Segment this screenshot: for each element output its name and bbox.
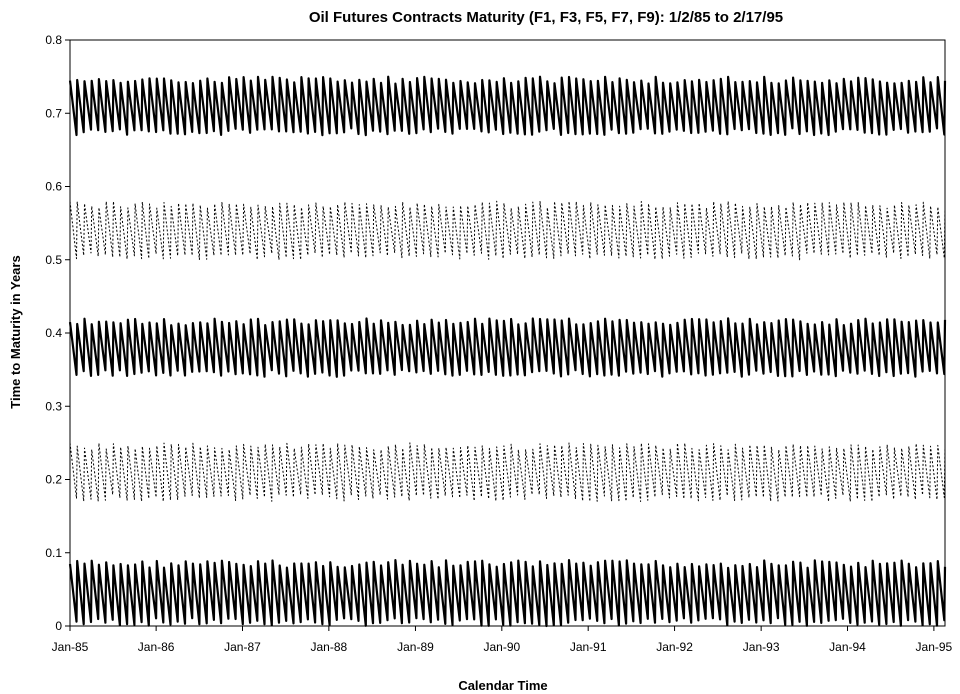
x-tick-label: Jan-91 xyxy=(570,640,607,654)
series-line xyxy=(69,442,946,502)
plot-frame xyxy=(69,39,946,627)
x-tick-label: Jan-95 xyxy=(916,640,953,654)
y-tick-label: 0 xyxy=(55,619,62,633)
x-tick-label: Jan-90 xyxy=(483,640,520,654)
x-tick-label: Jan-92 xyxy=(656,640,693,654)
y-tick-label: 0.4 xyxy=(45,326,62,340)
x-tick-label: Jan-89 xyxy=(397,640,434,654)
x-tick-label: Jan-93 xyxy=(743,640,780,654)
x-axis-label: Calendar Time xyxy=(458,678,547,693)
series-line xyxy=(68,75,947,137)
y-tick-label: 0.6 xyxy=(45,180,62,194)
y-tick-label: 0.1 xyxy=(45,546,62,560)
x-tick-label: Jan-88 xyxy=(311,640,348,654)
series-line xyxy=(68,558,947,628)
y-axis-label: Time to Maturity in Years xyxy=(8,255,23,408)
y-tick-label: 0.8 xyxy=(45,33,62,47)
x-tick-label: Jan-85 xyxy=(52,640,89,654)
y-tick-label: 0.2 xyxy=(45,473,62,487)
x-tick-label: Jan-94 xyxy=(829,640,866,654)
axis-ticks: 0 0.1 0.2 0.3 0.4 0.5 0.6 0.7 0.8 Jan-85 Jan-86 Jan… xyxy=(45,33,952,654)
series-line xyxy=(68,317,947,378)
series-line xyxy=(69,200,946,261)
x-tick-label: Jan-86 xyxy=(138,640,175,654)
y-tick-label: 0.5 xyxy=(45,253,62,267)
chart-title: Oil Futures Contracts Maturity (F1, F3, … xyxy=(309,9,783,26)
y-tick-label: 0.7 xyxy=(45,106,62,120)
y-tick-label: 0.3 xyxy=(45,399,62,413)
plot-series xyxy=(68,75,947,628)
x-tick-label: Jan-87 xyxy=(224,640,261,654)
